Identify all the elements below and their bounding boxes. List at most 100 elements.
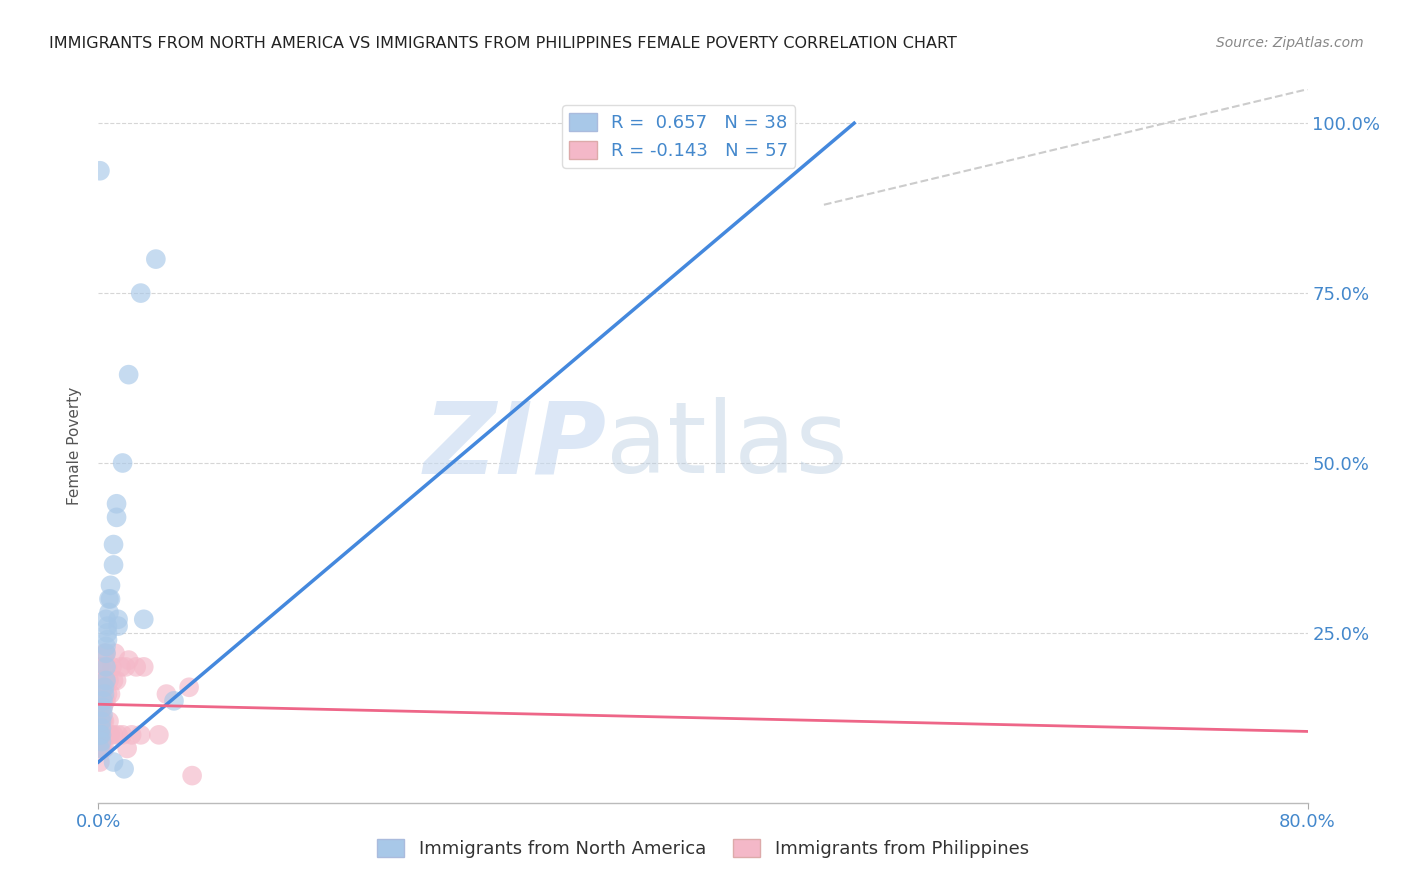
Point bbox=[94, 694, 117, 708]
Point bbox=[110, 660, 132, 674]
Point bbox=[93, 741, 115, 756]
Point bbox=[115, 741, 138, 756]
Point bbox=[89, 755, 111, 769]
Point bbox=[90, 673, 112, 688]
Point bbox=[90, 687, 112, 701]
Point bbox=[93, 687, 115, 701]
Point bbox=[89, 687, 111, 701]
Point bbox=[90, 714, 112, 729]
Point bbox=[89, 707, 111, 722]
Point bbox=[94, 673, 117, 688]
Point bbox=[89, 694, 111, 708]
Point bbox=[145, 252, 167, 266]
Point bbox=[125, 660, 148, 674]
Point bbox=[96, 687, 118, 701]
Point bbox=[94, 673, 117, 688]
Point bbox=[100, 687, 122, 701]
Point bbox=[90, 741, 112, 756]
Point bbox=[132, 612, 155, 626]
Point bbox=[90, 734, 112, 748]
Point bbox=[94, 646, 117, 660]
Point bbox=[107, 612, 129, 626]
Point bbox=[107, 728, 129, 742]
Point bbox=[89, 163, 111, 178]
Point bbox=[90, 700, 112, 714]
Legend: Immigrants from North America, Immigrants from Philippines: Immigrants from North America, Immigrant… bbox=[370, 831, 1036, 865]
Point bbox=[91, 694, 114, 708]
Point bbox=[121, 728, 143, 742]
Point bbox=[93, 673, 115, 688]
Point bbox=[103, 755, 125, 769]
Point bbox=[90, 721, 112, 735]
Point bbox=[91, 700, 114, 714]
Point bbox=[100, 578, 122, 592]
Point bbox=[105, 673, 128, 688]
Point bbox=[89, 660, 111, 674]
Point bbox=[111, 728, 134, 742]
Point bbox=[96, 660, 118, 674]
Point bbox=[93, 694, 115, 708]
Point bbox=[103, 673, 125, 688]
Text: atlas: atlas bbox=[606, 398, 848, 494]
Point bbox=[91, 707, 114, 722]
Point bbox=[101, 660, 124, 674]
Point bbox=[89, 700, 111, 714]
Point bbox=[118, 653, 141, 667]
Point bbox=[98, 591, 121, 606]
Point bbox=[93, 714, 115, 729]
Point bbox=[96, 626, 118, 640]
Point bbox=[89, 728, 111, 742]
Point bbox=[100, 591, 122, 606]
Point bbox=[112, 762, 135, 776]
Point bbox=[155, 687, 177, 701]
Point bbox=[94, 612, 117, 626]
Point bbox=[118, 368, 141, 382]
Point bbox=[94, 660, 117, 674]
Point bbox=[89, 714, 111, 729]
Point bbox=[103, 728, 125, 742]
Point bbox=[96, 632, 118, 647]
Point bbox=[105, 510, 128, 524]
Point bbox=[89, 741, 111, 756]
Point bbox=[91, 700, 114, 714]
Point bbox=[91, 673, 114, 688]
Point bbox=[90, 728, 112, 742]
Point bbox=[94, 640, 117, 654]
Point bbox=[90, 728, 112, 742]
Point bbox=[90, 714, 112, 729]
Point bbox=[132, 660, 155, 674]
Point bbox=[163, 694, 186, 708]
Text: IMMIGRANTS FROM NORTH AMERICA VS IMMIGRANTS FROM PHILIPPINES FEMALE POVERTY CORR: IMMIGRANTS FROM NORTH AMERICA VS IMMIGRA… bbox=[49, 36, 957, 51]
Point bbox=[91, 714, 114, 729]
Point bbox=[111, 456, 134, 470]
Point bbox=[91, 728, 114, 742]
Point bbox=[100, 728, 122, 742]
Text: Source: ZipAtlas.com: Source: ZipAtlas.com bbox=[1216, 36, 1364, 50]
Point bbox=[96, 619, 118, 633]
Point bbox=[104, 646, 127, 660]
Point bbox=[94, 646, 117, 660]
Point bbox=[103, 558, 125, 572]
Point bbox=[105, 497, 128, 511]
Point bbox=[98, 606, 121, 620]
Point bbox=[93, 646, 115, 660]
Point bbox=[103, 537, 125, 551]
Text: ZIP: ZIP bbox=[423, 398, 606, 494]
Point bbox=[93, 680, 115, 694]
Point bbox=[91, 741, 114, 756]
Point bbox=[181, 769, 204, 783]
Point bbox=[89, 673, 111, 688]
Point bbox=[98, 714, 121, 729]
Point bbox=[90, 660, 112, 674]
Point bbox=[91, 687, 114, 701]
Point bbox=[96, 728, 118, 742]
Point bbox=[98, 673, 121, 688]
Point bbox=[107, 619, 129, 633]
Point bbox=[114, 660, 136, 674]
Y-axis label: Female Poverty: Female Poverty bbox=[67, 387, 83, 505]
Point bbox=[94, 728, 117, 742]
Point bbox=[179, 680, 201, 694]
Point bbox=[129, 286, 152, 301]
Point bbox=[90, 734, 112, 748]
Point bbox=[129, 728, 152, 742]
